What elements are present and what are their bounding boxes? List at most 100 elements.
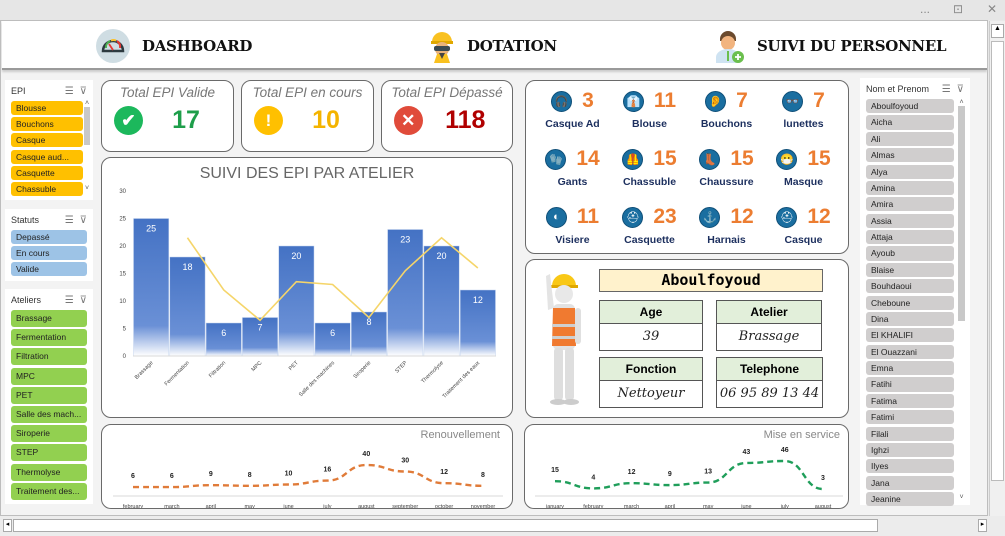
slicer-item[interactable]: Depassé [11,230,87,244]
slicer-item[interactable]: Salle des mach... [11,405,87,423]
multi-select-icon[interactable]: ☰ [941,83,951,95]
harnais-icon: ⚓ [699,206,721,228]
slicer-item[interactable]: Assia [866,213,954,228]
casque-icon: ⛑ [776,206,798,228]
field-value: Brassage [717,324,821,350]
epi-count-item: 👢 15 Chaussure [688,144,765,202]
slicer-item[interactable]: Blousse [11,101,83,115]
slicer-item[interactable]: MPC [11,367,87,385]
sheet-vertical-scrollbar[interactable]: ▲ [989,21,1005,516]
slicer-item[interactable]: Valide [11,262,87,277]
slicer-item[interactable]: Ali [866,131,954,146]
slicer-item[interactable]: Blaise [866,262,954,277]
epi-count-item: ⚓ 12 Harnais [688,202,765,260]
slicer-item[interactable]: Filali [866,426,954,441]
clear-filter-icon[interactable]: ⊽ [79,214,87,226]
nav-header: DASHBOARD DOTATION SUIVI DU PERSONNEL [2,21,987,70]
scroll-left-arrow[interactable]: ◂ [3,519,12,532]
multi-select-icon[interactable]: ☰ [64,85,74,97]
slicer-item[interactable]: Bouhdaoui [866,279,954,294]
epi-count-value: 14 [576,147,600,170]
slicer-item[interactable]: Casque [11,133,83,148]
epi-count-name: Chaussure [699,176,754,188]
slicer-nom-scrollbar[interactable]: ˄ ˅ [958,99,965,501]
slicer-item[interactable]: Ayoub [866,246,954,261]
slicer-item[interactable]: Cheboune [866,295,954,310]
sheet-horizontal-scrollbar[interactable]: ◂ ▸ [0,516,1005,536]
slicer-item[interactable]: STEP [11,444,87,462]
slicer-item[interactable]: Ighzi [866,442,954,458]
slicer-item[interactable]: Amina [866,180,954,196]
multi-select-icon[interactable]: ☰ [64,294,74,306]
restore-window-icon[interactable]: ⊡ [953,2,964,16]
epi-count-item: 🧤 14 Gants [534,144,611,202]
scroll-right-arrow[interactable]: ▸ [978,519,987,532]
slicer-item[interactable]: Casque aud... [11,149,83,164]
svg-text:april: april [206,504,216,508]
slicer-item[interactable]: Siroperie [11,425,87,443]
slicer-item[interactable]: Aicha [866,115,954,130]
epi-count-name: Blouse [631,118,667,130]
chart-title: Renouvellement [420,429,501,441]
slicer-item[interactable]: Fermentation [11,329,87,347]
slicer-item[interactable]: Bouchons [11,117,83,132]
svg-text:25: 25 [119,217,126,223]
nav-suivi-personnel-button[interactable]: SUIVI DU PERSONNEL [715,29,947,63]
slicer-item[interactable]: Fatihi [866,377,954,392]
slicer-item[interactable]: Amira [866,197,954,212]
slicer-item[interactable]: Fatima [866,393,954,408]
more-options-icon[interactable]: ... [920,2,931,16]
kpi-value: 118 [445,106,486,134]
slicer-item[interactable]: Fatimi [866,410,954,425]
svg-text:june: june [282,504,293,508]
svg-text:october: october [435,504,454,508]
slicer-item[interactable]: Casquette [11,165,83,180]
clear-filter-icon[interactable]: ⊽ [79,85,87,97]
scroll-thumb[interactable] [991,41,1004,481]
svg-text:PET: PET [288,360,300,372]
slicer-item[interactable]: Chassuble [11,181,83,196]
employee-fonction-field: Fonction Nettoyeur [599,357,703,408]
field-label: Fonction [600,358,702,381]
slicer-item[interactable]: En cours [11,246,87,261]
slicer-item[interactable]: Traitement des... [11,482,87,500]
slicer-item[interactable]: Attaja [866,230,954,245]
nav-dashboard-button[interactable]: DASHBOARD [96,29,252,63]
clear-filter-icon[interactable]: ⊽ [79,294,87,306]
slicer-item[interactable]: El Ouazzani [866,344,954,359]
epi-count-name: Casque [784,234,823,246]
clear-filter-icon[interactable]: ⊽ [956,83,964,95]
slicer-epi: EPI ☰ ⊽ Blousse Bouchons Casque Casque aud… [5,80,93,200]
epi-count-item: 😷 15 Masque [765,144,842,202]
svg-text:20: 20 [437,251,447,261]
slicer-item[interactable]: Jeanine [866,492,954,507]
slicer-item[interactable]: PET [11,386,87,404]
slicer-item[interactable]: Thermolyse [11,463,87,481]
slicer-item[interactable]: Almas [866,148,954,163]
svg-text:10: 10 [119,299,126,305]
nav-dotation-button[interactable]: DOTATION [429,29,557,63]
slicer-item[interactable]: Alya [866,164,954,179]
slicer-item[interactable]: Filtration [11,348,87,366]
horizontal-scroll-thumb[interactable] [13,519,878,532]
svg-text:46: 46 [781,447,789,454]
slicer-item[interactable]: Jana [866,475,954,490]
slicer-item[interactable]: Aboulfoyoud [866,99,954,114]
multi-select-icon[interactable]: ☰ [64,214,74,226]
epi-count-value: 12 [730,205,754,228]
slicer-item[interactable]: Ilyes [866,459,954,474]
slicer-nom-prenom: Nom et Prenom ☰ ⊽ Aboulfoyoud Aicha Ali Almas… [860,78,970,507]
slicer-item[interactable]: Dina [866,311,954,327]
epi-count-item: 👔 11 Blouse [611,86,688,144]
slicer-item[interactable]: Brassage [11,310,87,327]
scroll-up-arrow[interactable]: ▲ [991,24,1004,38]
epi-count-name: Casquette [624,234,675,246]
slicer-item[interactable]: Emna [866,361,954,376]
slicer-epi-scrollbar[interactable]: ˄ ˅ [84,100,90,192]
svg-text:Salle des machines: Salle des machines [298,360,336,398]
gauge-icon [96,29,130,63]
chart-title: Mise en service [763,429,840,441]
close-window-icon[interactable]: ✕ [987,2,998,16]
svg-text:august: august [815,504,832,508]
slicer-item[interactable]: El KHALIFI [866,328,954,343]
